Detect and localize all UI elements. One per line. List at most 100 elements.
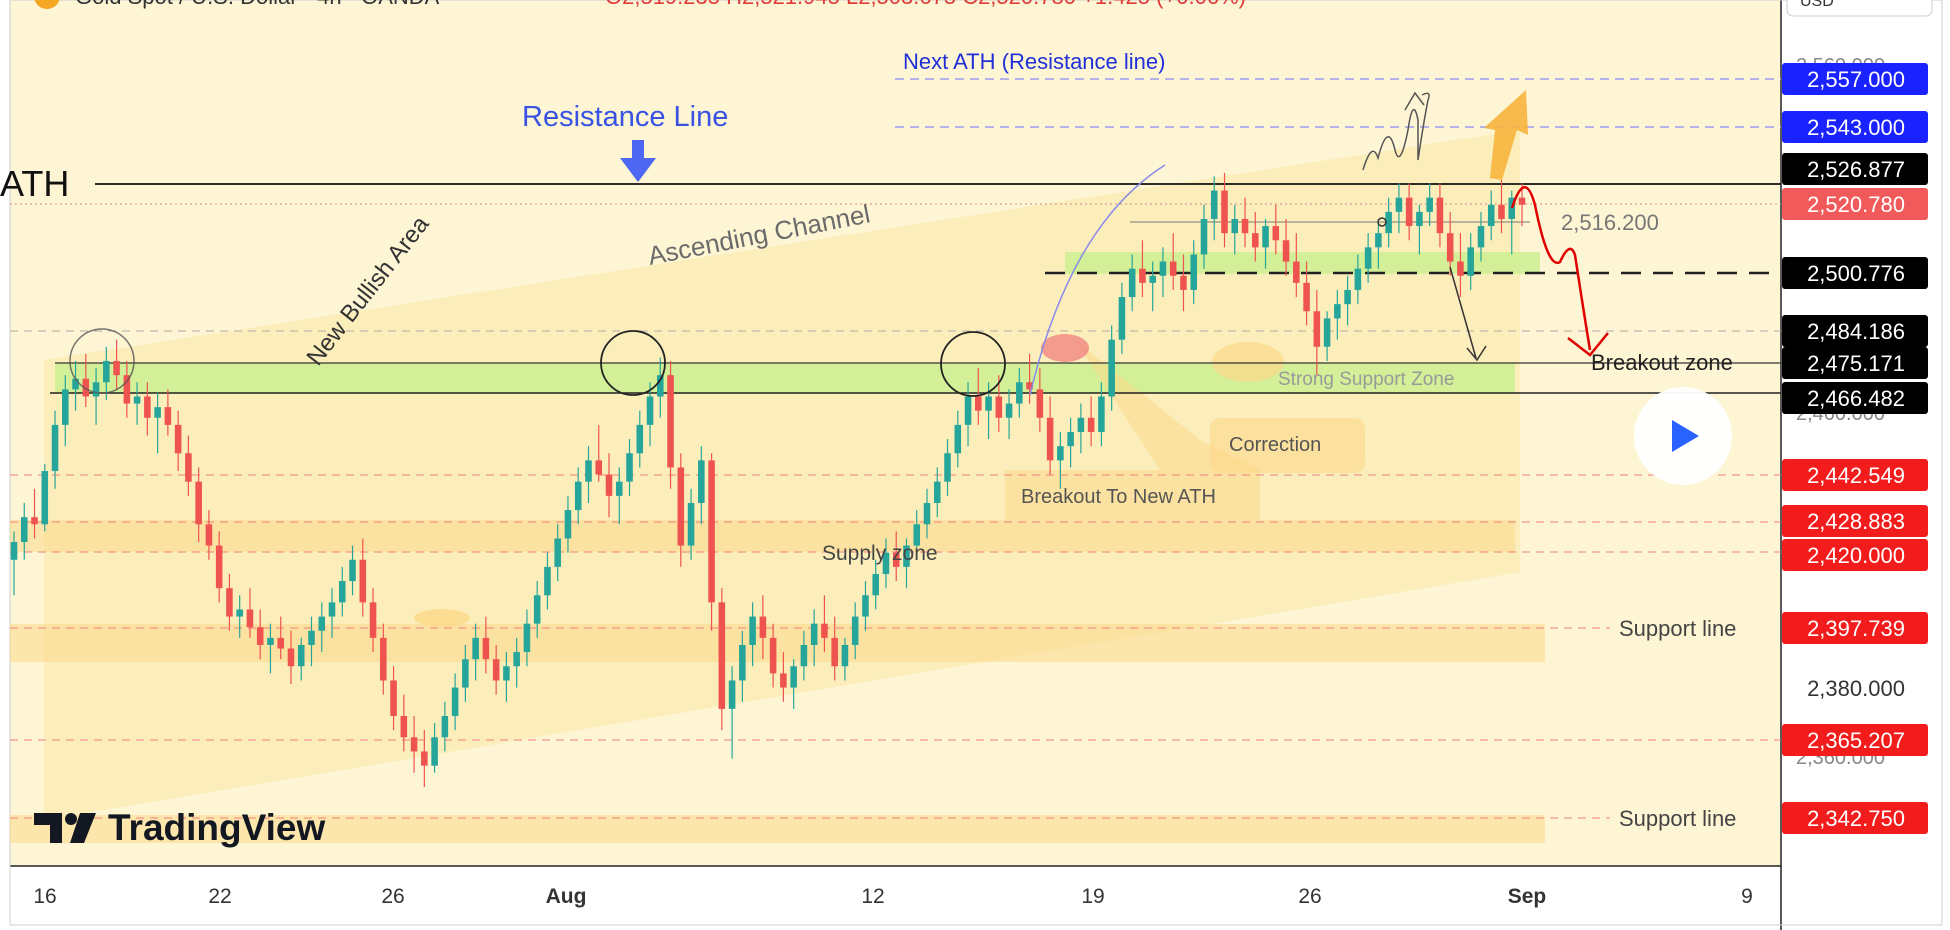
candle-body bbox=[831, 637, 838, 667]
candle-body bbox=[574, 481, 582, 511]
candle-body bbox=[1518, 197, 1526, 205]
thin-arrowhead-icon bbox=[1466, 345, 1487, 362]
candle-body bbox=[287, 648, 295, 667]
candle-body bbox=[441, 715, 449, 738]
candle-body bbox=[256, 627, 264, 645]
projection-scribble bbox=[1362, 92, 1430, 171]
candle-body bbox=[1436, 197, 1444, 234]
candle-body bbox=[1118, 297, 1126, 340]
thin-down-arrow bbox=[1449, 266, 1477, 359]
candle-body bbox=[923, 502, 931, 525]
time-tick-label: 19 bbox=[1081, 885, 1104, 908]
candle-body bbox=[810, 623, 818, 645]
price-badge-bg bbox=[1782, 315, 1928, 347]
candle-body bbox=[328, 602, 336, 617]
price-badge-bg bbox=[1782, 153, 1928, 185]
candle-body bbox=[144, 396, 151, 418]
cursor-point bbox=[1377, 217, 1387, 227]
candle-body bbox=[1026, 382, 1033, 390]
candle-body bbox=[20, 517, 28, 543]
candle-body bbox=[626, 453, 633, 482]
candle-body bbox=[1169, 261, 1177, 276]
symbol-header: Gold Spot / U.S. Dollar · 4h · OANDA O2,… bbox=[34, 0, 1933, 17]
candle-body bbox=[338, 581, 346, 603]
candle-body bbox=[1108, 339, 1115, 397]
candle-body bbox=[862, 595, 869, 617]
candle-body bbox=[636, 424, 644, 454]
candle-body bbox=[1077, 417, 1085, 432]
price-scale-background bbox=[1780, 0, 1950, 866]
price-badge-bg bbox=[1782, 802, 1928, 834]
currency-selector[interactable] bbox=[1786, 0, 1933, 17]
candle-body bbox=[1282, 240, 1290, 262]
play-button[interactable] bbox=[1634, 387, 1732, 485]
price-badges: 2,557.000 2,543.000 2,526.877 2,520.780 2,50… bbox=[1782, 63, 1928, 834]
price-label: 2,466.482 bbox=[1807, 386, 1905, 411]
candle-body bbox=[1005, 403, 1013, 418]
candle-body bbox=[954, 424, 962, 454]
price-label: 2,557.000 bbox=[1807, 67, 1905, 92]
price-badge-bg bbox=[1782, 612, 1928, 644]
mid-price-label: 2,516.200 bbox=[1561, 210, 1659, 235]
candle-body bbox=[1046, 417, 1054, 461]
price-label: 2,428.883 bbox=[1807, 509, 1905, 534]
time-tick-label: 16 bbox=[33, 885, 56, 908]
ath-label: ATH bbox=[0, 163, 69, 204]
scribble-arrowhead bbox=[1404, 91, 1425, 111]
price-badge-bg bbox=[1782, 257, 1928, 289]
candle-body bbox=[113, 360, 120, 376]
candle-body bbox=[1303, 282, 1310, 312]
tv-logo-dot-icon bbox=[65, 813, 77, 825]
candle-body bbox=[1190, 254, 1198, 290]
supply-zone-label: Supply zone bbox=[822, 542, 938, 565]
candle-body bbox=[1016, 382, 1023, 404]
candle-body bbox=[523, 623, 531, 653]
levels-layer bbox=[10, 78, 1781, 819]
candle-body bbox=[1487, 204, 1495, 227]
price-badge-bg bbox=[1782, 539, 1928, 571]
correction-callout bbox=[1210, 418, 1365, 473]
time-tick-label: 26 bbox=[381, 885, 404, 908]
candle-body bbox=[1354, 268, 1362, 290]
candle-body bbox=[1036, 389, 1044, 418]
time-tick-label: 9 bbox=[1741, 885, 1753, 908]
candle-body bbox=[1364, 247, 1372, 269]
support-band-2 bbox=[10, 815, 1545, 843]
candle-body bbox=[92, 382, 100, 397]
candle-body bbox=[1385, 211, 1392, 234]
candle-body bbox=[1477, 226, 1485, 248]
candle-body bbox=[472, 637, 479, 660]
candle-body bbox=[1098, 396, 1105, 432]
candle-body bbox=[533, 595, 541, 624]
candle-body bbox=[708, 460, 715, 603]
ohlc-text: O2,519.235 H2,521.945 L2,503.675 C2,520.… bbox=[605, 0, 1246, 9]
tv-logo-mark-icon bbox=[34, 813, 62, 843]
candle-body bbox=[944, 453, 951, 482]
candle-body bbox=[749, 616, 756, 645]
drawings-layer bbox=[69, 90, 1609, 397]
breakout-new-ath-label: Breakout To New ATH bbox=[1021, 486, 1216, 508]
candle-body bbox=[605, 474, 613, 496]
candle-body bbox=[10, 542, 18, 560]
candle-body bbox=[1416, 211, 1423, 227]
projection-down-path bbox=[1510, 186, 1592, 351]
candle-body bbox=[800, 644, 808, 667]
time-tick-label: 26 bbox=[1298, 885, 1321, 908]
price-label: 2,380.000 bbox=[1807, 676, 1905, 701]
candle-body bbox=[41, 471, 49, 525]
candle-body bbox=[103, 360, 110, 383]
price-badge-bg bbox=[1782, 505, 1928, 537]
candle-body bbox=[1128, 268, 1136, 298]
candle-body bbox=[769, 637, 777, 674]
tv-logo-slash-icon bbox=[70, 813, 96, 843]
candle-body bbox=[1231, 218, 1239, 234]
candle-body bbox=[913, 524, 921, 546]
candle-body bbox=[790, 666, 797, 688]
candle-body bbox=[1159, 261, 1167, 276]
support-band-1 bbox=[10, 624, 1545, 662]
candle-body bbox=[882, 552, 890, 574]
candle-body bbox=[1139, 268, 1146, 283]
candle-body bbox=[1087, 417, 1095, 432]
price-label: 2,365.207 bbox=[1807, 728, 1905, 753]
candle-body bbox=[933, 481, 941, 503]
